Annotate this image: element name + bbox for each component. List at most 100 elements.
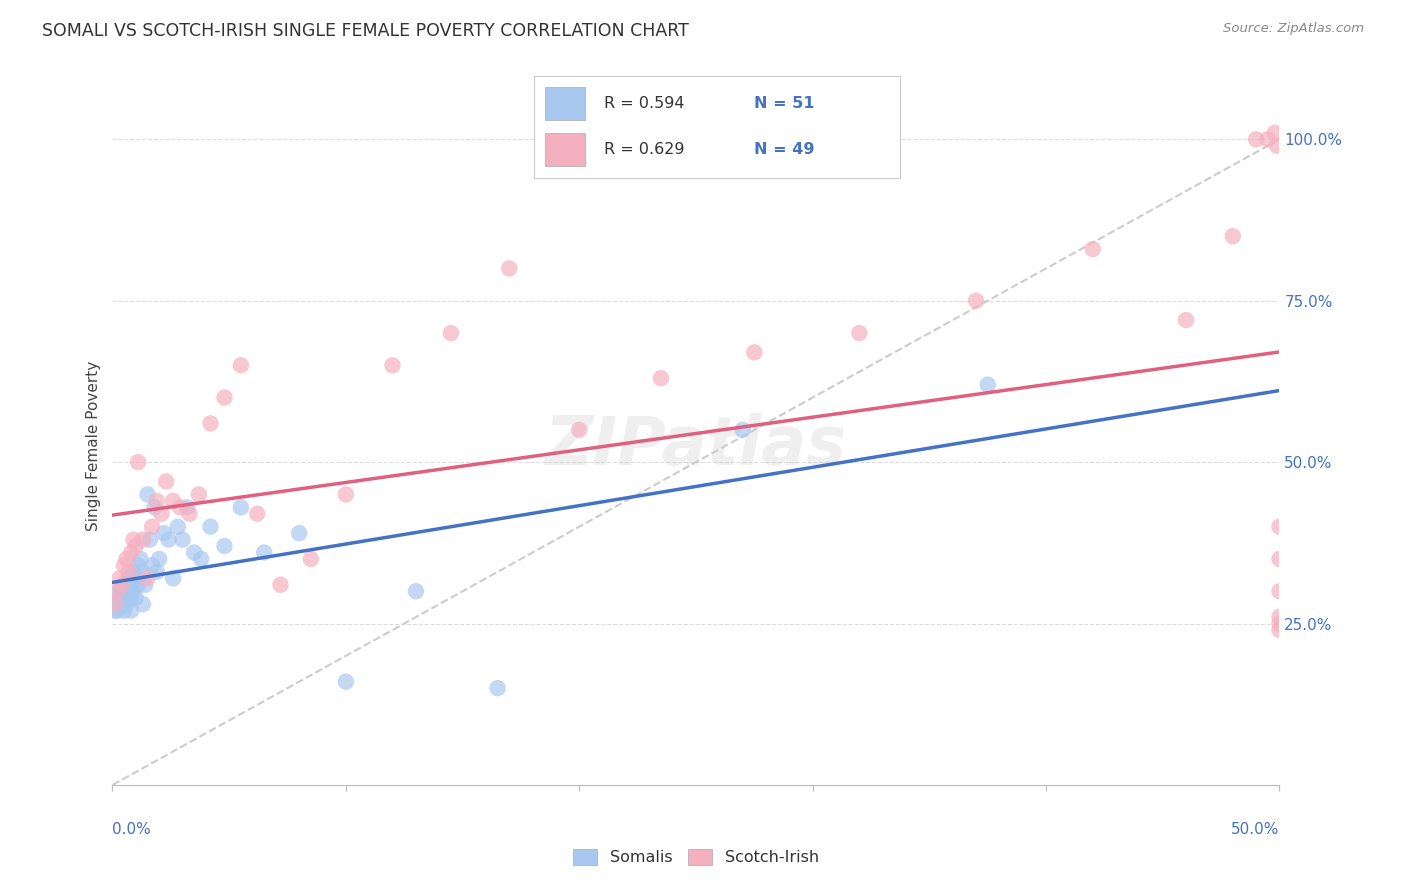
Point (229, 500, 252, 515)
Text: Source: ZipAtlas.com: Source: ZipAtlas.com (1223, 22, 1364, 36)
Point (146, 565, 169, 579)
Point (141, 558, 163, 573)
Point (141, 519, 163, 533)
Point (125, 571, 148, 585)
Point (229, 359, 252, 373)
Point (127, 455, 149, 469)
Point (214, 539, 236, 553)
Point (112, 604, 135, 618)
Point (288, 526, 311, 541)
Text: 50.0%: 50.0% (1232, 822, 1279, 837)
Point (179, 507, 201, 521)
Point (127, 558, 149, 573)
Point (1081, 242, 1104, 256)
Point (731, 423, 754, 437)
Point (965, 293, 987, 308)
Point (132, 565, 155, 579)
Point (111, 578, 134, 592)
Point (146, 494, 169, 508)
Text: N = 51: N = 51 (754, 96, 814, 111)
Point (118, 591, 141, 605)
Point (132, 533, 155, 547)
Point (139, 533, 162, 547)
Point (568, 423, 591, 437)
Point (1268, 584, 1291, 599)
Point (405, 584, 427, 599)
Point (155, 475, 177, 489)
Point (105, 584, 128, 599)
Point (112, 578, 135, 592)
Point (115, 552, 138, 566)
Point (214, 391, 236, 405)
Point (122, 533, 145, 547)
Text: 0.0%: 0.0% (112, 822, 152, 837)
Text: R = 0.594: R = 0.594 (603, 96, 685, 111)
Point (650, 371, 672, 385)
Text: SOMALI VS SCOTCH-IRISH SINGLE FEMALE POVERTY CORRELATION CHART: SOMALI VS SCOTCH-IRISH SINGLE FEMALE POV… (42, 22, 689, 40)
Point (498, 261, 520, 276)
Point (440, 326, 463, 340)
Y-axis label: Single Female Poverty: Single Female Poverty (86, 361, 101, 531)
FancyBboxPatch shape (546, 133, 585, 166)
Point (108, 584, 131, 599)
Point (120, 604, 142, 618)
Point (246, 507, 269, 521)
Point (166, 519, 188, 533)
Point (104, 604, 127, 618)
Point (162, 494, 184, 508)
Point (108, 591, 131, 605)
Point (183, 545, 205, 559)
Point (172, 533, 194, 547)
Point (134, 578, 156, 592)
Point (335, 674, 357, 689)
Point (1257, 132, 1279, 146)
Point (1268, 610, 1291, 624)
Point (136, 571, 159, 585)
Point (190, 552, 212, 566)
Point (118, 571, 141, 585)
Point (122, 565, 145, 579)
Text: N = 49: N = 49 (754, 142, 814, 157)
Point (112, 558, 135, 573)
Text: ZIPatlas: ZIPatlas (546, 413, 846, 479)
Point (112, 591, 135, 605)
Point (381, 359, 404, 373)
Point (127, 578, 149, 592)
Point (104, 597, 127, 611)
Point (1268, 552, 1291, 566)
Point (1175, 313, 1198, 327)
Point (115, 597, 138, 611)
Text: R = 0.629: R = 0.629 (603, 142, 685, 157)
Point (105, 597, 128, 611)
Point (111, 597, 134, 611)
Point (118, 565, 141, 579)
Point (169, 500, 191, 515)
Point (253, 545, 276, 559)
Point (125, 591, 148, 605)
Point (129, 552, 152, 566)
Point (299, 552, 322, 566)
Point (187, 487, 209, 501)
Point (122, 584, 145, 599)
Point (148, 552, 170, 566)
Point (200, 417, 222, 431)
Point (176, 500, 198, 515)
Point (125, 539, 148, 553)
Point (108, 571, 131, 585)
Point (1222, 229, 1244, 244)
FancyBboxPatch shape (546, 87, 585, 120)
Point (132, 597, 155, 611)
Point (1265, 138, 1288, 153)
Point (1268, 623, 1291, 637)
Point (105, 604, 128, 618)
Point (976, 377, 998, 392)
Point (153, 526, 176, 541)
Point (848, 326, 870, 340)
Point (157, 533, 180, 547)
Point (111, 584, 134, 599)
Point (742, 345, 765, 359)
Point (335, 487, 357, 501)
Point (150, 507, 173, 521)
Point (120, 578, 142, 592)
Point (120, 591, 142, 605)
